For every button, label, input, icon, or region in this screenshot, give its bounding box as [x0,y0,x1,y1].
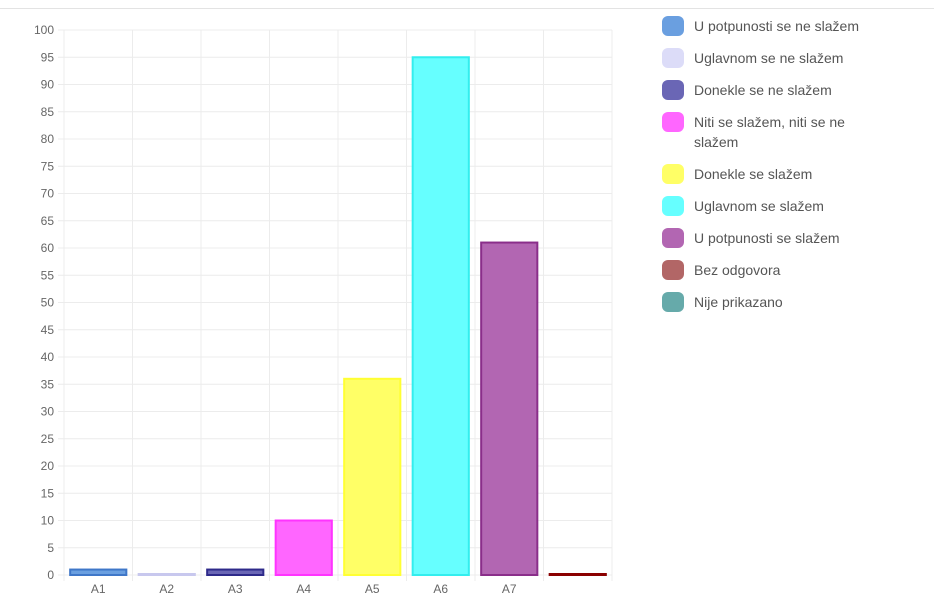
legend-label: Niti se slažem, niti se ne slažem [694,114,845,150]
bar-a8[interactable] [548,573,607,576]
bars [69,56,607,577]
legend-label: U potpunosti se ne slažem [694,18,859,34]
legend-swatch [662,228,684,248]
y-tick-label: 45 [41,323,55,337]
legend-item[interactable]: U potpunosti se slažem [662,228,902,248]
x-tick-label: A4 [296,582,311,596]
y-tick-label: 60 [41,241,55,255]
legend-label: Donekle se slažem [694,166,813,182]
legend-label: Uglavnom se slažem [694,198,824,214]
legend-swatch [662,80,684,100]
y-tick-label: 65 [41,214,55,228]
legend-swatch [662,260,684,280]
y-tick-label: 35 [41,377,55,391]
legend-label: Uglavnom se ne slažem [694,50,844,66]
bar-a4[interactable] [274,519,333,576]
legend-item[interactable]: Niti se slažem, niti se ne slažem [662,112,902,152]
legend-swatch [662,292,684,312]
legend-item[interactable]: Bez odgovora [662,260,902,280]
x-axis-ticks: A1 A2 A3 A4 A5 A6 A7 [91,582,517,596]
legend-item[interactable]: Uglavnom se slažem [662,196,902,216]
legend-item[interactable]: U potpunosti se ne slažem [662,16,902,36]
x-tick-label: A2 [159,582,174,596]
y-tick-label: 40 [41,350,55,364]
legend-swatch [662,196,684,216]
bar-a7[interactable] [480,241,539,577]
bar-a5[interactable] [343,377,402,576]
legend-swatch [662,112,684,132]
legend-label: Donekle se ne slažem [694,82,832,98]
y-tick-label: 85 [41,105,55,119]
bar-a6[interactable] [411,56,470,576]
y-tick-label: 10 [41,514,55,528]
y-axis-ticks: 0 5 10 15 20 25 30 35 40 45 50 55 60 65 70 75 80 85 90 95 10… [34,23,54,582]
legend-item[interactable]: Donekle se slažem [662,164,902,184]
bar-a2[interactable] [137,573,196,576]
top-divider [0,8,934,9]
y-tick-label: 100 [34,23,54,37]
y-tick-label: 20 [41,459,55,473]
y-tick-label: 80 [41,132,55,146]
legend-label: U potpunosti se slažem [694,230,840,246]
y-tick-label: 5 [47,541,54,555]
chart-legend: U potpunosti se ne slažem Uglavnom se ne … [662,16,902,324]
y-tick-label: 15 [41,486,55,500]
bar-a1[interactable] [69,568,128,576]
legend-label: Nije prikazano [694,294,783,310]
y-tick-label: 0 [47,568,54,582]
y-tick-label: 90 [41,78,55,92]
x-tick-label: A6 [433,582,448,596]
legend-item[interactable]: Uglavnom se ne slažem [662,48,902,68]
y-tick-label: 95 [41,50,55,64]
x-tick-label: A3 [228,582,243,596]
legend-swatch [662,164,684,184]
x-tick-label: A1 [91,582,106,596]
x-tick-label: A5 [365,582,380,596]
bar-a3[interactable] [206,568,265,576]
x-tick-label: A7 [502,582,517,596]
legend-item[interactable]: Donekle se ne slažem [662,80,902,100]
legend-item[interactable]: Nije prikazano [662,292,902,312]
y-tick-label: 55 [41,268,55,282]
legend-swatch [662,48,684,68]
y-tick-label: 75 [41,159,55,173]
y-tick-label: 25 [41,432,55,446]
bar-chart: 0 5 10 15 20 25 30 35 40 45 50 55 60 65 70 75 80 85 90 95 10… [34,23,613,596]
y-tick-label: 50 [41,296,55,310]
y-tick-label: 30 [41,405,55,419]
legend-label: Bez odgovora [694,262,781,278]
legend-swatch [662,16,684,36]
y-tick-label: 70 [41,187,55,201]
